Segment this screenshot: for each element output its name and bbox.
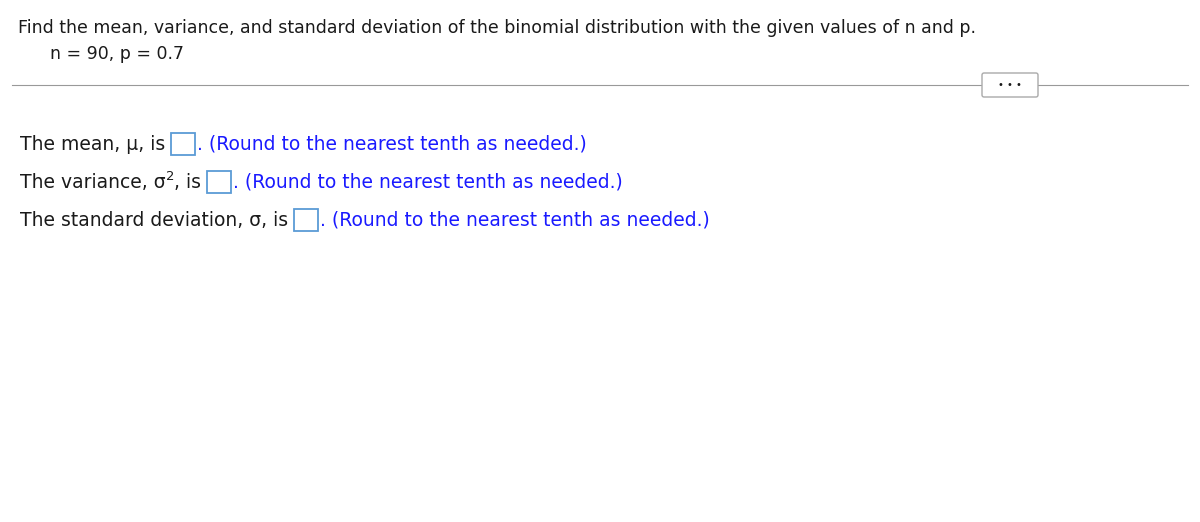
Text: 2: 2 (166, 171, 174, 184)
Text: The mean, μ, is: The mean, μ, is (20, 135, 172, 153)
Text: . (Round to the nearest tenth as needed.): . (Round to the nearest tenth as needed.… (197, 135, 587, 153)
FancyBboxPatch shape (172, 133, 196, 155)
Text: Find the mean, variance, and standard deviation of the binomial distribution wit: Find the mean, variance, and standard de… (18, 19, 976, 37)
FancyBboxPatch shape (294, 209, 318, 231)
Text: . (Round to the nearest tenth as needed.): . (Round to the nearest tenth as needed.… (320, 210, 710, 230)
Text: n = 90, p = 0.7: n = 90, p = 0.7 (50, 45, 184, 63)
Text: , is: , is (174, 172, 208, 192)
Text: The standard deviation, σ, is: The standard deviation, σ, is (20, 210, 294, 230)
FancyBboxPatch shape (208, 171, 232, 193)
Text: The variance, σ: The variance, σ (20, 172, 166, 192)
Text: . (Round to the nearest tenth as needed.): . (Round to the nearest tenth as needed.… (233, 172, 623, 192)
FancyBboxPatch shape (982, 73, 1038, 97)
Text: • • •: • • • (998, 80, 1022, 90)
